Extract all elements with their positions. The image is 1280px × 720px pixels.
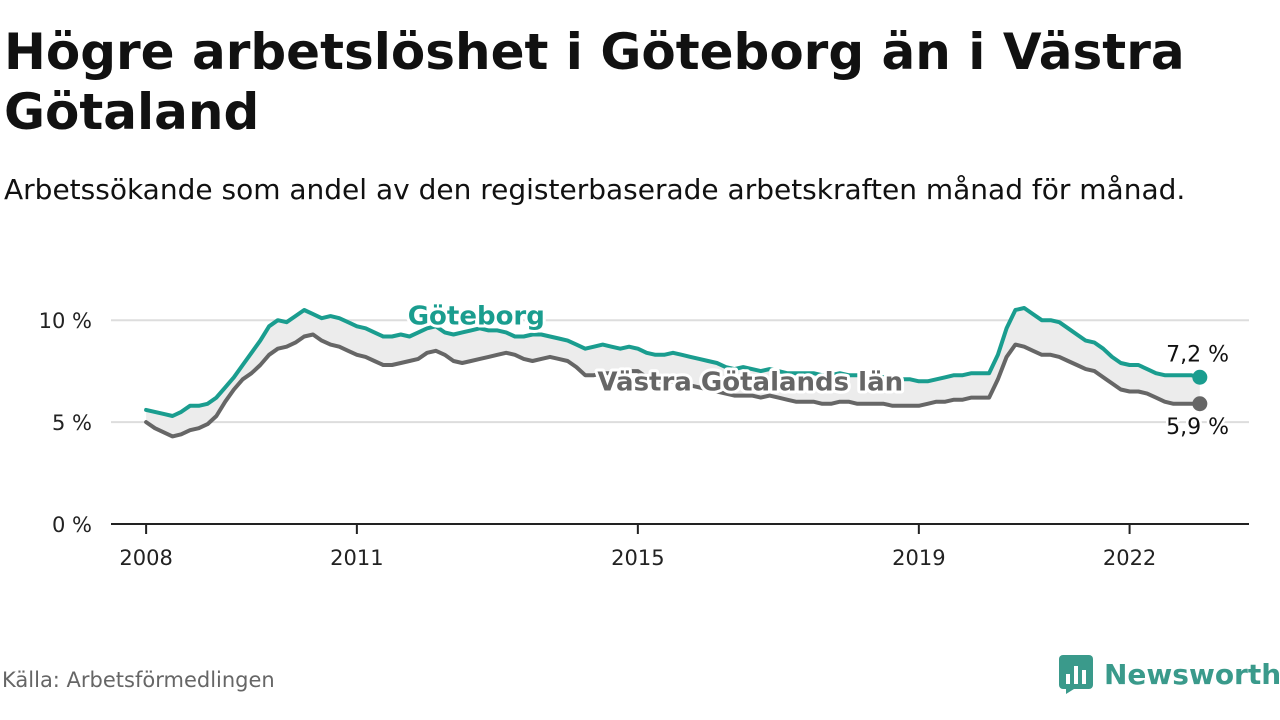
y-tick-label: 5 % bbox=[52, 411, 92, 435]
newsworthy-logo-icon bbox=[1059, 655, 1093, 694]
series-goteborg-line bbox=[144, 306, 1202, 418]
chart-title: Högre arbetslöshet i Göteborg än i Västr… bbox=[4, 23, 1185, 141]
brand-name: Newsworthy bbox=[1104, 657, 1280, 691]
x-tick-label: 2011 bbox=[330, 546, 383, 570]
chart-subtitle: Arbetssökande som andel av den registerb… bbox=[4, 173, 1186, 206]
series-goteborg-label: Göteborg bbox=[408, 301, 545, 331]
source-note: Källa: Arbetsförmedlingen bbox=[2, 668, 275, 692]
series-vastra-gotaland-end-label: 5,9 % bbox=[1166, 415, 1229, 440]
series-goteborg-end-label: 7,2 % bbox=[1166, 342, 1229, 367]
band-layer bbox=[146, 308, 1200, 437]
x-tick-label: 2008 bbox=[119, 546, 172, 570]
line-chart: 0 % 5 % 10 % 2008 2011 2015 2019 2022 Göteborg V… bbox=[38, 298, 1249, 570]
series-vastra-gotaland-label: Västra Götalands län bbox=[597, 368, 903, 398]
x-tick-label: 2022 bbox=[1103, 546, 1156, 570]
series-layer bbox=[144, 306, 1208, 439]
brand-logo: Newsworthy bbox=[1058, 654, 1280, 694]
series-goteborg-end-point bbox=[1192, 369, 1208, 385]
series-vastra-gotaland-line bbox=[144, 332, 1202, 439]
y-tick-label: 0 % bbox=[52, 513, 92, 537]
difference-band bbox=[146, 308, 1200, 437]
x-tick-label: 2019 bbox=[892, 546, 945, 570]
series-vastra-gotaland-end-point bbox=[1192, 396, 1208, 412]
y-tick-label: 10 % bbox=[39, 309, 92, 333]
label-layer: Göteborg Västra Götalands län 7,2 % 5,9 % bbox=[405, 298, 1232, 442]
x-tick-label: 2015 bbox=[611, 546, 664, 570]
grid-layer: 0 % 5 % 10 % 2008 2011 2015 2019 2022 bbox=[39, 309, 1249, 570]
